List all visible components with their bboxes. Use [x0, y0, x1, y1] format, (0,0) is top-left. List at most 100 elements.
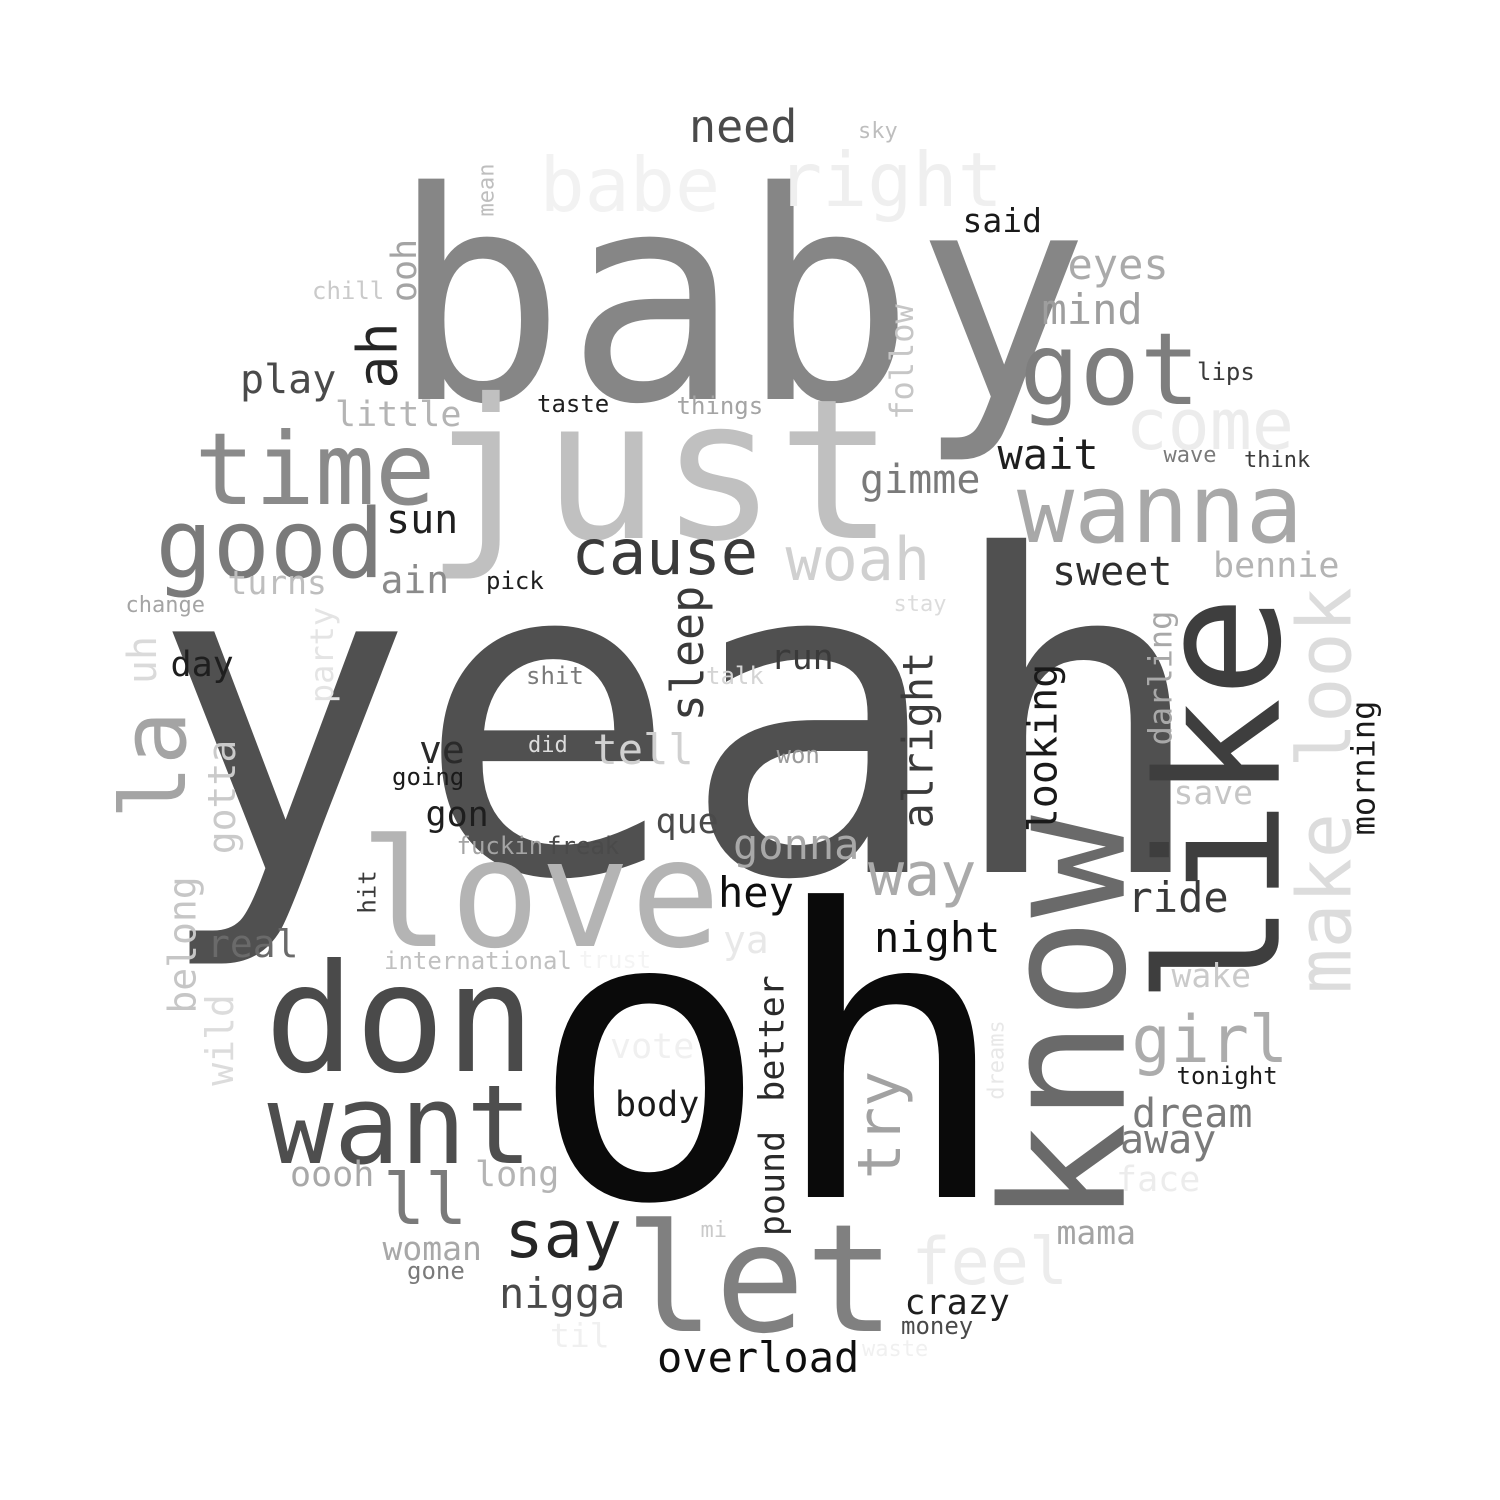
cloud-word: shit	[526, 662, 584, 690]
cloud-word: love	[359, 808, 721, 982]
cloud-word: better	[752, 974, 793, 1102]
cloud-word: way	[868, 840, 977, 910]
cloud-word: want	[267, 1061, 533, 1189]
cloud-word: pick	[486, 567, 544, 595]
cloud-word: freak	[547, 832, 620, 860]
cloud-word: gotta	[200, 739, 245, 855]
cloud-word: party	[303, 606, 342, 704]
cloud-word: pound	[752, 1130, 793, 1236]
cloud-word: sun	[386, 497, 459, 543]
cloud-word: babe	[539, 140, 721, 229]
cloud-word: did	[528, 733, 568, 758]
cloud-word: gone	[407, 1257, 465, 1285]
cloud-word: waste	[862, 1337, 929, 1362]
cloud-word: sleep	[660, 585, 714, 721]
cloud-word: wild	[197, 994, 242, 1086]
cloud-word: wait	[997, 430, 1099, 479]
cloud-word: come	[1125, 384, 1295, 466]
cloud-word: wanna	[1017, 454, 1303, 565]
cloud-word: taste	[537, 390, 610, 418]
cloud-word: gon	[425, 794, 489, 835]
cloud-word: vote	[610, 1026, 695, 1067]
cloud-word: away	[1120, 1117, 1217, 1163]
cloud-word: need	[689, 99, 798, 153]
cloud-word: uh	[120, 635, 167, 685]
cloud-word: baby	[391, 131, 1090, 468]
cloud-word: girl	[1131, 1002, 1289, 1078]
cloud-word: mean	[473, 163, 499, 217]
cloud-word: going	[392, 763, 465, 791]
cloud-word: mi	[700, 1218, 728, 1243]
cloud-word: try	[845, 1070, 916, 1180]
cloud-word: said	[962, 200, 1042, 240]
cloud-word: darling	[1140, 610, 1179, 746]
cloud-word: things	[676, 392, 764, 420]
cloud-word: talk	[706, 662, 764, 690]
cloud-word: sky	[858, 119, 898, 144]
cloud-word: won	[776, 741, 820, 769]
cloud-word: morning	[1343, 700, 1382, 836]
cloud-word: say	[504, 1197, 622, 1273]
cloud-word: woman	[382, 1228, 482, 1268]
cloud-word: feel	[911, 1224, 1069, 1300]
cloud-word: turns	[227, 562, 327, 602]
cloud-word: lips	[1197, 358, 1255, 386]
cloud-word: yeah	[150, 464, 1210, 976]
cloud-word: dreams	[984, 1020, 1010, 1100]
cloud-word: face	[1116, 1159, 1201, 1200]
cloud-word: ain	[380, 558, 450, 602]
cloud-word: got	[1019, 311, 1201, 428]
cloud-word: la	[102, 710, 208, 820]
cloud-word: just	[425, 356, 895, 584]
cloud-word: international	[384, 947, 572, 975]
cloud-word: fuckin	[456, 832, 544, 860]
cloud-word: overload	[657, 1333, 860, 1382]
cloud-word: little	[335, 394, 462, 435]
cloud-word: don	[264, 933, 536, 1107]
cloud-word: hit	[353, 870, 382, 914]
cloud-word: think	[1244, 448, 1311, 473]
cloud-word: ve	[419, 728, 465, 772]
cloud-word: day	[170, 644, 234, 685]
cloud-word: crazy	[904, 1282, 1010, 1323]
cloud-word: woah	[785, 525, 931, 595]
cloud-word: oooh	[290, 1154, 375, 1195]
cloud-word: que	[655, 801, 719, 842]
cloud-word: stay	[893, 592, 947, 617]
cloud-word: ya	[723, 918, 769, 962]
cloud-word: til	[550, 1315, 610, 1355]
cloud-word: gonna	[733, 820, 860, 869]
cloud-word: ah	[345, 321, 410, 389]
cloud-word: wave	[1163, 443, 1217, 468]
cloud-word: mama	[1056, 1212, 1136, 1252]
cloud-word: tell	[592, 725, 694, 774]
cloud-word: long	[475, 1154, 560, 1195]
cloud-word: play	[240, 357, 337, 403]
cloud-word: gimme	[860, 457, 981, 503]
cloud-word: oh	[529, 827, 1011, 1292]
cloud-word: real	[207, 922, 299, 966]
cloud-word: tonight	[1176, 1062, 1278, 1090]
cloud-word: dream	[1132, 1091, 1253, 1137]
cloud-word: night	[874, 913, 1001, 962]
cloud-word: sweet	[1052, 549, 1173, 595]
cloud-word: follow	[882, 304, 921, 420]
cloud-word: let	[624, 1193, 896, 1367]
cloud-word: change	[125, 593, 205, 618]
cloud-word: body	[615, 1084, 700, 1125]
cloud-word: save	[1173, 772, 1253, 812]
cloud-word: hey	[718, 868, 794, 917]
cloud-word: right	[777, 135, 1003, 224]
cloud-word: ll	[383, 1159, 468, 1241]
cloud-word: run	[770, 637, 834, 678]
cloud-word: cause	[571, 516, 759, 589]
cloud-word: belong	[160, 876, 205, 1014]
cloud-word: nigga	[499, 1269, 626, 1318]
cloud-word: time	[194, 411, 436, 528]
cloud-word: bennie	[1213, 545, 1340, 586]
cloud-word: trust	[579, 946, 652, 974]
cloud-word: ooh	[384, 238, 425, 302]
cloud-word: mind	[1041, 285, 1143, 334]
cloud-word: money	[901, 1312, 974, 1340]
